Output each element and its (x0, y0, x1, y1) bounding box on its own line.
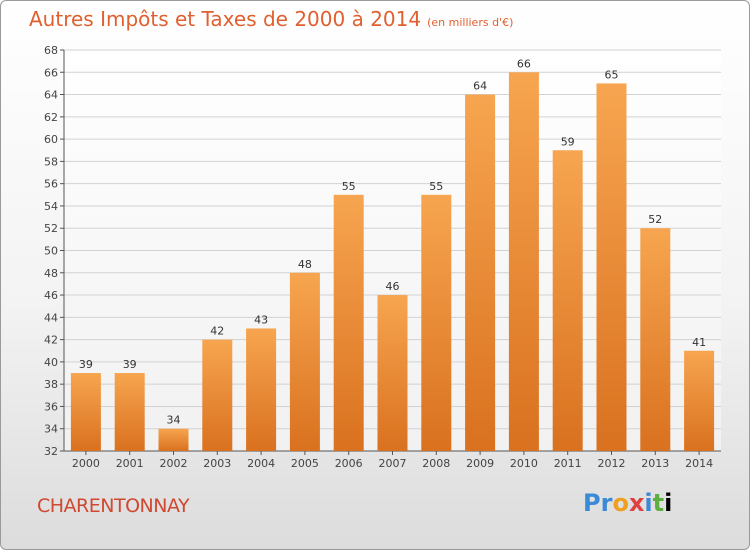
bar (552, 150, 583, 451)
bar (421, 194, 452, 452)
bar (684, 350, 715, 451)
y-tick-label: 34 (44, 423, 58, 436)
data-label: 64 (473, 80, 487, 93)
bar (289, 272, 320, 451)
data-label: 52 (648, 213, 662, 226)
data-label: 55 (342, 180, 356, 193)
x-tick-label: 2001 (116, 457, 144, 470)
y-tick-label: 40 (44, 356, 58, 369)
y-tick-label: 44 (44, 311, 58, 324)
x-tick-label: 2008 (422, 457, 450, 470)
data-label: 34 (167, 414, 181, 427)
x-tick-label: 2009 (466, 457, 494, 470)
y-tick-label: 42 (44, 334, 58, 347)
bar (202, 339, 233, 451)
x-tick-label: 2011 (554, 457, 582, 470)
x-tick-label: 2013 (641, 457, 669, 470)
data-label: 46 (386, 280, 400, 293)
data-label: 39 (79, 358, 93, 371)
data-label: 59 (561, 135, 575, 148)
data-label: 55 (429, 180, 443, 193)
x-tick-label: 2012 (598, 457, 626, 470)
data-label: 65 (605, 68, 619, 81)
bar (246, 328, 277, 451)
data-label: 39 (123, 358, 137, 371)
x-tick-label: 2006 (335, 457, 363, 470)
chart-title: Autres Impôts et Taxes de 2000 à 2014 (en… (29, 7, 513, 31)
x-tick-label: 2010 (510, 457, 538, 470)
x-tick-label: 2005 (291, 457, 319, 470)
x-tick-label: 2002 (160, 457, 188, 470)
y-tick-label: 32 (44, 445, 58, 458)
y-tick-label: 54 (44, 200, 58, 213)
y-tick-label: 46 (44, 289, 58, 302)
bar (640, 228, 671, 451)
y-tick-label: 60 (44, 133, 58, 146)
y-tick-label: 64 (44, 89, 58, 102)
proxiti-logo: Proxiti (583, 489, 673, 517)
x-tick-label: 2014 (685, 457, 713, 470)
chart-title-text: Autres Impôts et Taxes de 2000 à 2014 (29, 7, 422, 31)
y-tick-label: 58 (44, 155, 58, 168)
y-tick-label: 66 (44, 66, 58, 79)
commune-name: CHARENTONNAY (37, 495, 190, 517)
y-tick-label: 56 (44, 178, 58, 191)
bar (158, 428, 189, 451)
y-tick-label: 36 (44, 400, 58, 413)
bar (596, 83, 627, 452)
y-tick-label: 50 (44, 245, 58, 258)
data-label: 43 (254, 313, 268, 326)
data-label: 41 (692, 336, 706, 349)
y-tick-label: 48 (44, 267, 58, 280)
bar (70, 373, 101, 451)
bar (377, 295, 408, 451)
bar (508, 72, 539, 452)
y-tick-label: 62 (44, 111, 58, 124)
bar (114, 373, 145, 451)
chart-unit-label: (en milliers d'€) (427, 16, 514, 29)
y-tick-label: 38 (44, 378, 58, 391)
y-tick-label: 68 (44, 44, 58, 57)
data-label: 42 (210, 325, 224, 338)
data-label: 48 (298, 258, 312, 271)
bar (465, 94, 496, 452)
data-label: 66 (517, 57, 531, 70)
bar (333, 194, 364, 452)
x-tick-label: 2007 (379, 457, 407, 470)
y-tick-label: 52 (44, 222, 58, 235)
x-tick-label: 2000 (72, 457, 100, 470)
x-tick-label: 2003 (203, 457, 231, 470)
x-tick-label: 2004 (247, 457, 275, 470)
